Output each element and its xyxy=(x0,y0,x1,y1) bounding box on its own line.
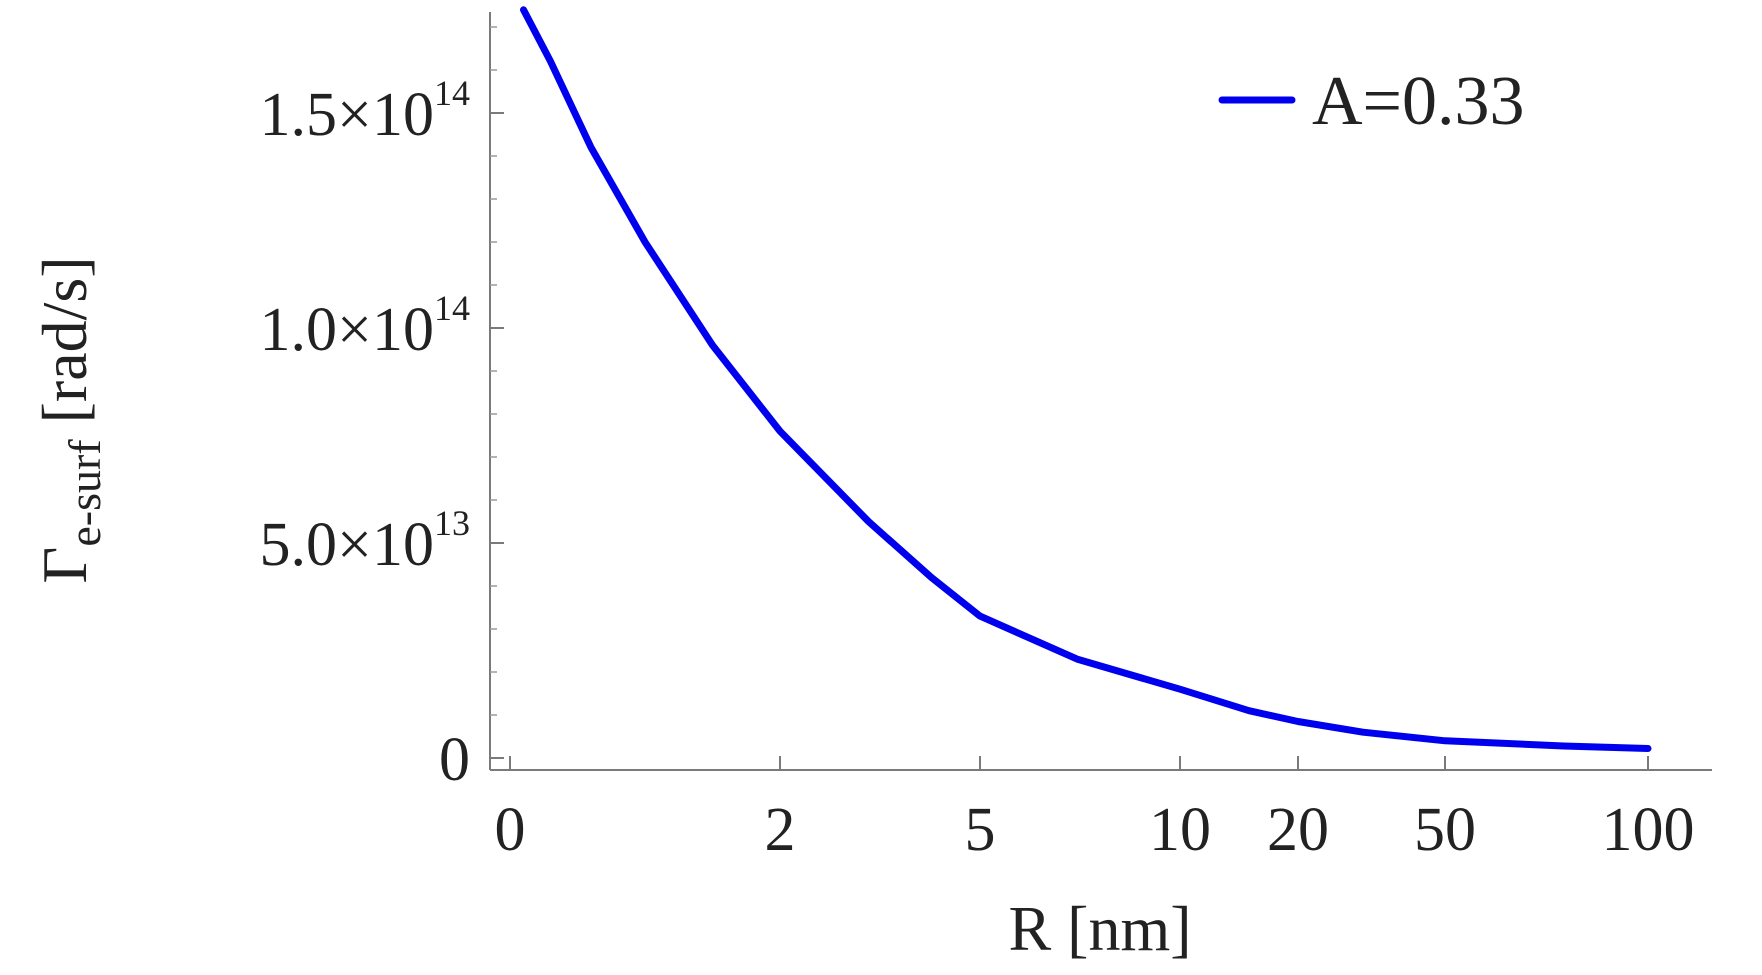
y-tick-mantissa: 1.0×10 xyxy=(260,296,434,364)
x-tick-label: 20 xyxy=(1267,796,1329,864)
x-tick-label: 2 xyxy=(765,796,796,864)
x-tick-label: 100 xyxy=(1602,796,1695,864)
y-tick-label: 1.0×1014 xyxy=(260,288,470,364)
x-tick-label: 5 xyxy=(965,796,996,864)
x-axis-label: R [nm] xyxy=(1008,893,1191,964)
series-line xyxy=(520,6,1652,752)
x-tick-label: 0 xyxy=(495,796,526,864)
y-axis-symbol: Γ xyxy=(29,547,100,584)
y-axis-label: Γe-surf [rad/s] xyxy=(29,256,110,583)
y-tick-mantissa: 1.5×10 xyxy=(260,81,434,149)
series-layer xyxy=(520,6,1652,752)
y-tick-exponent: 14 xyxy=(434,73,470,113)
legend: A=0.33 xyxy=(1218,63,1525,140)
x-tick-label: 10 xyxy=(1149,796,1211,864)
y-minor-ticks xyxy=(490,26,497,759)
y-axis-subscript: e-surf xyxy=(59,439,110,547)
y-axis-unit-text: [rad/s] xyxy=(29,256,100,423)
y-tick-mantissa: 5.0×10 xyxy=(260,511,434,579)
y-tick-exponent: 13 xyxy=(434,503,470,543)
x-tick-label: 50 xyxy=(1414,796,1476,864)
y-tick-label: 5.0×1013 xyxy=(260,503,470,579)
y-tick-label: 0 xyxy=(439,726,470,794)
legend-label: A=0.33 xyxy=(1312,63,1525,140)
y-axis-unit xyxy=(29,423,100,439)
y-tick-label: 1.5×1014 xyxy=(260,73,470,149)
x-ticks: 0 2 5 10 20 50 100 xyxy=(495,756,1695,864)
y-tick-exponent: 14 xyxy=(434,288,470,328)
